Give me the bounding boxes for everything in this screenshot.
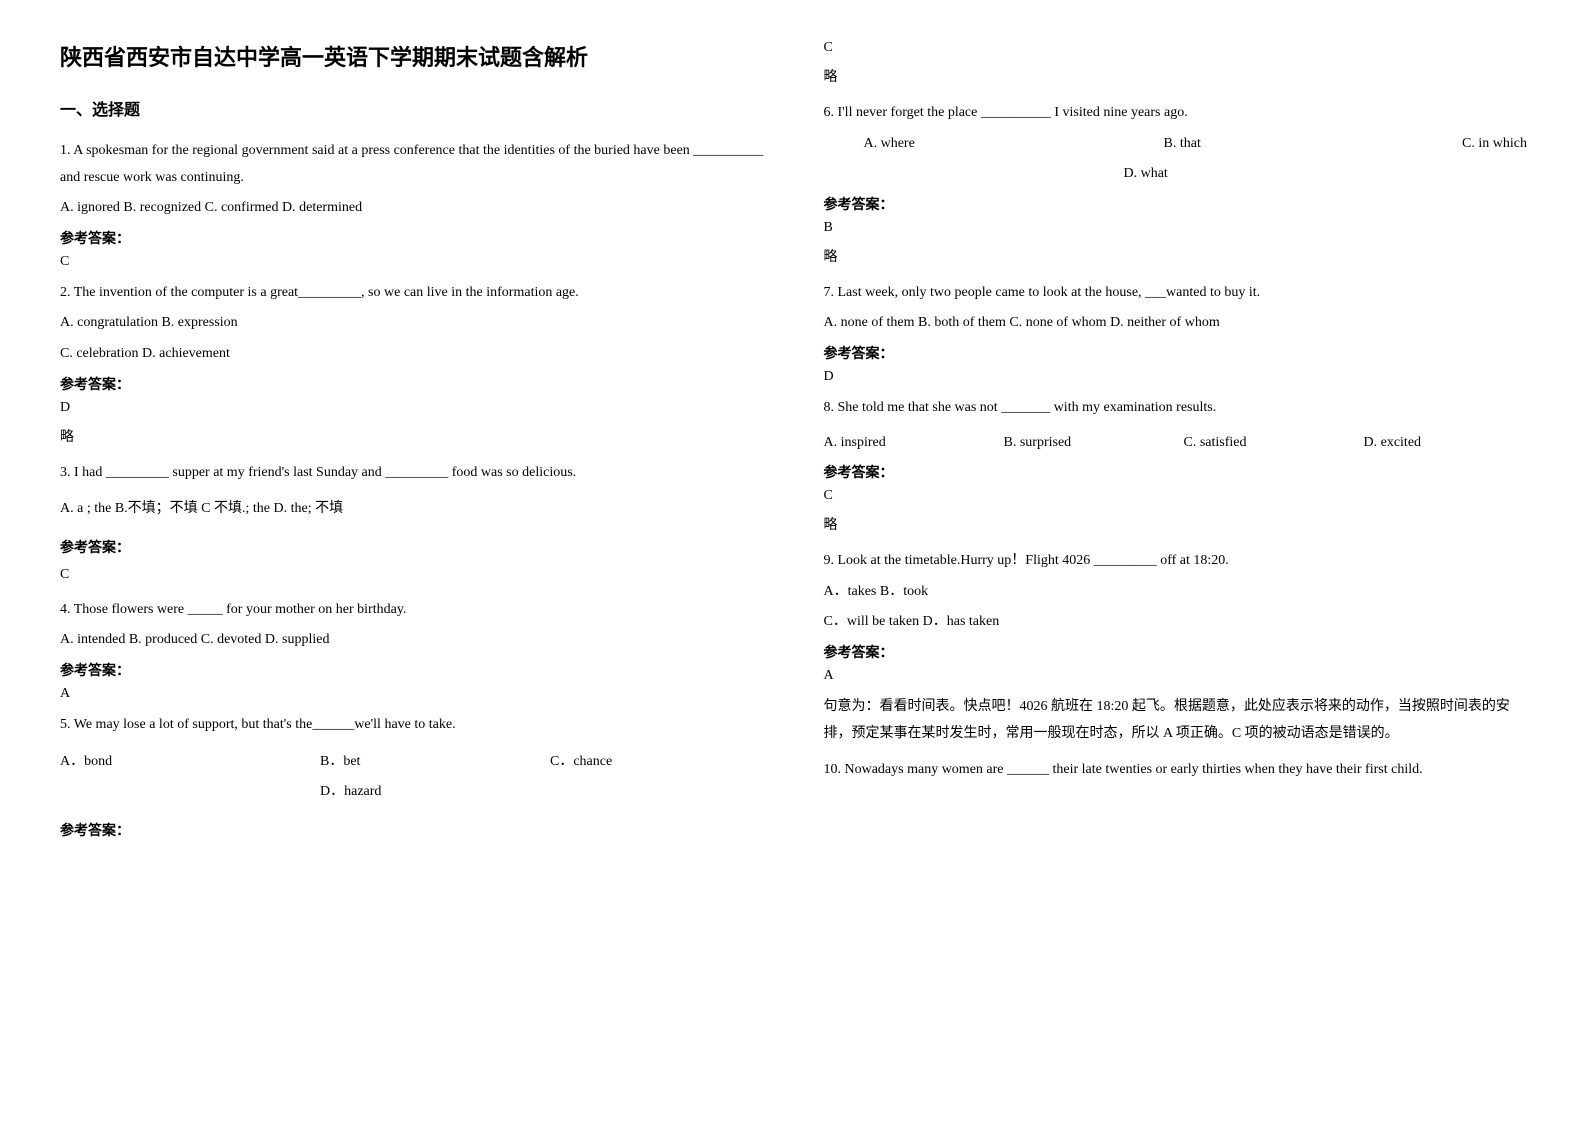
question-6: 6. I'll never forget the place _________… <box>824 100 1528 266</box>
question-options: A. ignored B. recognized C. confirmed D.… <box>60 195 764 222</box>
option-c: C. in which <box>1462 131 1527 158</box>
question-options: A. congratulation B. expression <box>60 310 764 337</box>
question-options: A. a ; the B.不填；不填 C 不填.; the D. the; 不填 <box>60 496 764 523</box>
answer-label: 参考答案： <box>60 537 764 557</box>
answer-value: D <box>824 369 1528 385</box>
question-text: 9. Look at the timetable.Hurry up！Flight… <box>824 548 1528 575</box>
question-options: A. none of them B. both of them C. none … <box>824 310 1528 337</box>
question-options: A．bond B．bet C．chance <box>60 749 764 776</box>
question-options: A. inspired B. surprised C. satisfied D.… <box>824 430 1528 457</box>
answer-label: 参考答案： <box>824 462 1528 482</box>
question-text: 4. Those flowers were _____ for your mot… <box>60 597 764 624</box>
question-3: 3. I had _________ supper at my friend's… <box>60 460 764 583</box>
question-2: 2. The invention of the computer is a gr… <box>60 280 764 446</box>
question-9: 9. Look at the timetable.Hurry up！Flight… <box>824 548 1528 747</box>
answer-value: A <box>824 668 1528 684</box>
answer-value: C <box>824 488 1528 504</box>
question-text: 5. We may lose a lot of support, but tha… <box>60 712 764 739</box>
question-4: 4. Those flowers were _____ for your mot… <box>60 597 764 702</box>
option-a: A. inspired <box>824 430 1004 457</box>
question-options: C. celebration D. achievement <box>60 341 764 368</box>
option-b: B. that <box>1164 131 1463 158</box>
question-text: 10. Nowadays many women are ______ their… <box>824 757 1528 784</box>
option-b: B．bet <box>320 749 550 776</box>
note-text: 略 <box>824 66 1528 86</box>
question-text: 7. Last week, only two people came to lo… <box>824 280 1528 307</box>
answer-label: 参考答案： <box>824 194 1528 214</box>
option-b: B. surprised <box>1004 430 1184 457</box>
option-a: A. where <box>824 131 1164 158</box>
question-7: 7. Last week, only two people came to lo… <box>824 280 1528 385</box>
question-8: 8. She told me that she was not _______ … <box>824 395 1528 534</box>
page-container: 陕西省西安市自达中学高一英语下学期期末试题含解析 一、选择题 1. A spok… <box>60 40 1527 850</box>
answer-label: 参考答案： <box>824 642 1528 662</box>
question-text: 2. The invention of the computer is a gr… <box>60 280 764 307</box>
question-1: 1. A spokesman for the regional governme… <box>60 138 764 270</box>
note-text: 略 <box>824 514 1528 534</box>
answer-label: 参考答案： <box>824 343 1528 363</box>
note-text: 略 <box>60 426 764 446</box>
question-options: x D．hazard <box>60 779 764 806</box>
answer-value: C <box>824 40 1528 56</box>
answer-value: B <box>824 220 1528 236</box>
section-heading: 一、选择题 <box>60 96 764 120</box>
option-a: A．bond <box>60 749 320 776</box>
answer-value: D <box>60 400 764 416</box>
question-text: 3. I had _________ supper at my friend's… <box>60 460 764 487</box>
question-options: A．takes B．took <box>824 579 1528 606</box>
question-options: x D. what <box>824 161 1528 188</box>
answer-value: C <box>60 567 764 583</box>
question-text: 8. She told me that she was not _______ … <box>824 395 1528 422</box>
question-5: 5. We may lose a lot of support, but tha… <box>60 712 764 840</box>
right-column: C 略 6. I'll never forget the place _____… <box>824 40 1528 850</box>
question-options: A. where B. that C. in which <box>824 131 1528 158</box>
answer-label: 参考答案： <box>60 228 764 248</box>
option-c: C．chance <box>550 749 612 776</box>
answer-label: 参考答案： <box>60 820 764 840</box>
question-10: 10. Nowadays many women are ______ their… <box>824 757 1528 784</box>
option-d: D. what <box>1124 161 1168 188</box>
option-d: D．hazard <box>320 779 381 806</box>
answer-value: C <box>60 254 764 270</box>
answer-value: A <box>60 686 764 702</box>
question-options: A. intended B. produced C. devoted D. su… <box>60 627 764 654</box>
question-text: 6. I'll never forget the place _________… <box>824 100 1528 127</box>
left-column: 陕西省西安市自达中学高一英语下学期期末试题含解析 一、选择题 1. A spok… <box>60 40 764 850</box>
explanation-text: 句意为：看看时间表。快点吧！4026 航班在 18:20 起飞。根据题意，此处应… <box>824 694 1528 747</box>
note-text: 略 <box>824 246 1528 266</box>
answer-label: 参考答案： <box>60 374 764 394</box>
question-text: 1. A spokesman for the regional governme… <box>60 138 764 191</box>
option-c: C. satisfied <box>1184 430 1364 457</box>
question-options: C．will be taken D．has taken <box>824 609 1528 636</box>
option-d: D. excited <box>1364 430 1422 457</box>
answer-label: 参考答案： <box>60 660 764 680</box>
document-title: 陕西省西安市自达中学高一英语下学期期末试题含解析 <box>60 40 764 72</box>
